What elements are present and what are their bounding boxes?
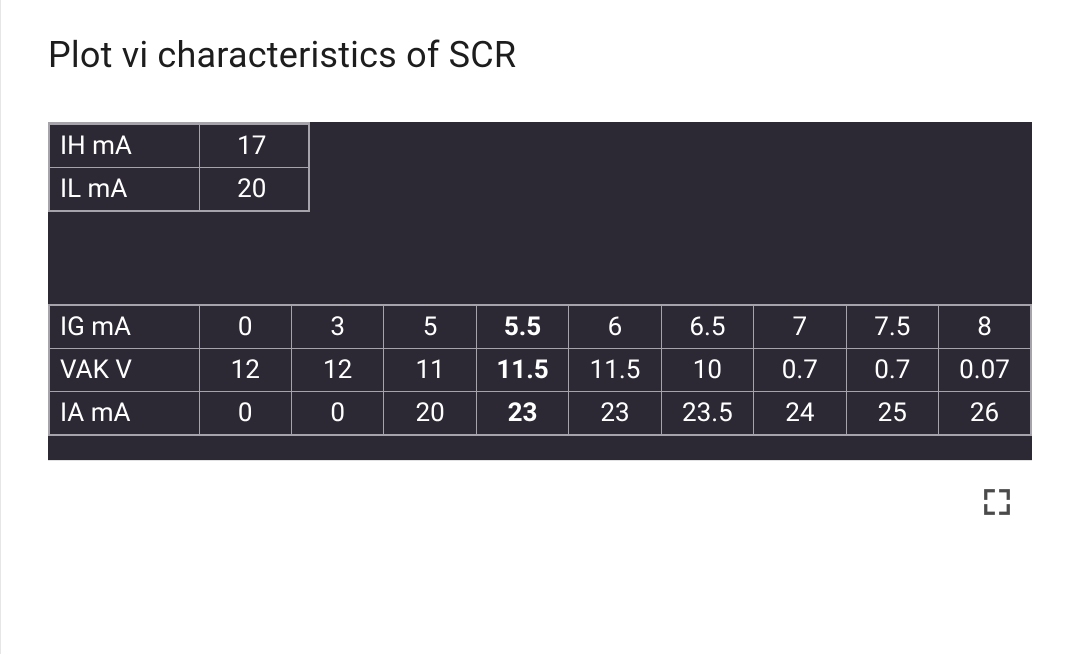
cell: 11.5: [476, 349, 568, 392]
cell: 8: [939, 305, 1032, 349]
cell: 11: [384, 349, 476, 392]
row-value: 17: [199, 124, 309, 168]
row-value: 20: [199, 168, 309, 212]
cell: 5.5: [476, 305, 568, 349]
cell: 0: [199, 305, 291, 349]
cell: 7.5: [846, 305, 938, 349]
cell: 25: [846, 392, 938, 436]
cell: 23: [569, 392, 661, 436]
summary-table: IH mA17IL mA20: [48, 122, 310, 212]
cell: 0: [291, 392, 383, 436]
cell: 10: [661, 349, 753, 392]
footer-bar: [48, 460, 1032, 544]
cell: 0.7: [846, 349, 938, 392]
page-title: Plot vi characteristics of SCR: [48, 34, 1032, 76]
data-panel: IH mA17IL mA20 IG mA0355.566.577.58VAK V…: [48, 122, 1032, 460]
row-label: VAK V: [49, 349, 199, 392]
row-label: IH mA: [49, 124, 199, 168]
table-row: VAK V12121111.511.5100.70.70.07: [49, 349, 1031, 392]
cell: 12: [199, 349, 291, 392]
row-label: IA mA: [49, 392, 199, 436]
table-row: IH mA17: [49, 124, 309, 168]
cell: 12: [291, 349, 383, 392]
cell: 0.7: [754, 349, 846, 392]
cell: 6: [569, 305, 661, 349]
cell: 5: [384, 305, 476, 349]
cell: 20: [384, 392, 476, 436]
table-row: IA mA0020232323.5242526: [49, 392, 1031, 436]
characteristics-table: IG mA0355.566.577.58VAK V12121111.511.51…: [48, 304, 1032, 436]
cell: 0: [199, 392, 291, 436]
cell: 0.07: [939, 349, 1032, 392]
cell: 11.5: [569, 349, 661, 392]
cell: 26: [939, 392, 1032, 436]
cell: 3: [291, 305, 383, 349]
expand-icon[interactable]: [982, 487, 1012, 517]
row-label: IG mA: [49, 305, 199, 349]
table-row: IG mA0355.566.577.58: [49, 305, 1031, 349]
row-label: IL mA: [49, 168, 199, 212]
cell: 23.5: [661, 392, 753, 436]
cell: 7: [754, 305, 846, 349]
cell: 23: [476, 392, 568, 436]
cell: 24: [754, 392, 846, 436]
cell: 6.5: [661, 305, 753, 349]
table-row: IL mA20: [49, 168, 309, 212]
